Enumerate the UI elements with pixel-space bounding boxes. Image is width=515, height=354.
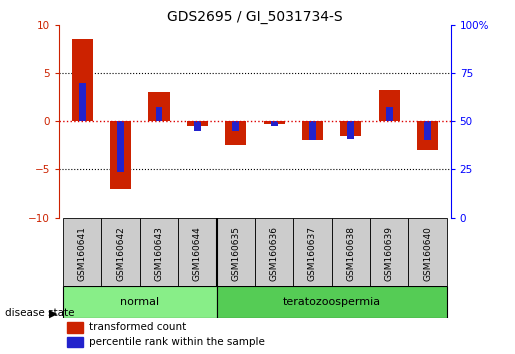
Text: GSM160639: GSM160639 <box>385 226 394 281</box>
Text: GSM160644: GSM160644 <box>193 226 202 281</box>
Text: teratozoospermia: teratozoospermia <box>283 297 381 307</box>
Bar <box>294 218 332 286</box>
Bar <box>232 121 239 131</box>
Text: normal: normal <box>120 297 159 307</box>
Bar <box>72 39 93 121</box>
Bar <box>309 121 316 141</box>
Bar <box>216 218 255 286</box>
Bar <box>340 121 362 136</box>
Text: ▶: ▶ <box>49 308 58 318</box>
Text: disease state: disease state <box>5 308 75 318</box>
Bar <box>332 218 370 286</box>
Text: transformed count: transformed count <box>89 322 186 332</box>
Bar <box>67 337 83 347</box>
Bar <box>424 121 431 141</box>
Text: GSM160638: GSM160638 <box>347 226 355 281</box>
Bar <box>63 286 216 318</box>
Bar <box>379 90 400 121</box>
Bar <box>255 218 294 286</box>
Bar <box>271 121 278 126</box>
Bar <box>187 121 208 126</box>
Title: GDS2695 / GI_5031734-S: GDS2695 / GI_5031734-S <box>167 10 343 24</box>
Bar <box>63 218 101 286</box>
Bar <box>67 322 83 333</box>
Bar <box>148 92 169 121</box>
Bar <box>264 121 285 124</box>
Text: GSM160641: GSM160641 <box>78 226 87 281</box>
Text: GSM160642: GSM160642 <box>116 226 125 281</box>
Bar <box>408 218 447 286</box>
Bar <box>348 121 354 138</box>
Bar <box>156 107 162 121</box>
Bar <box>370 218 408 286</box>
Bar <box>140 218 178 286</box>
Bar <box>117 121 124 172</box>
Bar <box>110 121 131 189</box>
Bar <box>302 121 323 141</box>
Bar <box>178 218 216 286</box>
Text: GSM160640: GSM160640 <box>423 226 432 281</box>
Bar <box>386 107 392 121</box>
Text: GSM160637: GSM160637 <box>308 226 317 281</box>
Bar <box>225 121 246 145</box>
Text: percentile rank within the sample: percentile rank within the sample <box>89 337 265 347</box>
Text: GSM160643: GSM160643 <box>154 226 163 281</box>
Bar <box>101 218 140 286</box>
Bar <box>216 286 447 318</box>
Bar <box>194 121 201 131</box>
Bar <box>417 121 438 150</box>
Text: GSM160636: GSM160636 <box>270 226 279 281</box>
Bar <box>79 82 85 121</box>
Text: GSM160635: GSM160635 <box>231 226 240 281</box>
